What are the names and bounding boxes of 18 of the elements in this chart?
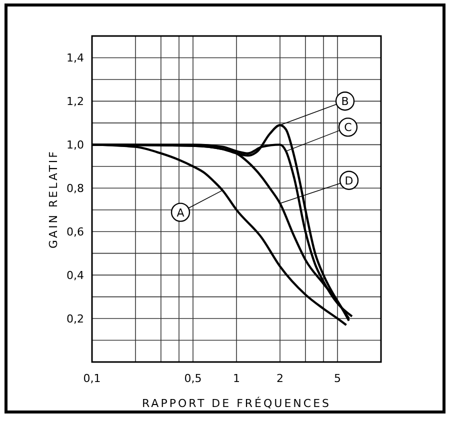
text: A [176,206,185,220]
y-axis-title: GAIN RELATIF [47,150,60,248]
y-tick-label: 1,0 [66,138,84,152]
x-tick-label: 0,1 [83,372,101,385]
text: D [344,174,354,188]
legend-label: C [344,121,352,134]
y-tick-label: 1,4 [66,52,84,65]
text: B [341,95,349,108]
x-tick-label: 1 [233,372,240,385]
x-tick-label: 5 [334,372,341,385]
x-tick-label: 0,5 [184,372,202,385]
x-axis-title: RAPPORT DE FRÉQUENCES [142,396,332,410]
x-tick-label: 2 [276,372,284,385]
y-tick-label: 0,2 [66,312,84,326]
y-tick-label: 0,8 [66,182,84,196]
y-tick-label: 0,6 [66,226,84,239]
y-tick-label: 1,2 [66,95,84,108]
y-tick-label: 0,4 [66,269,84,282]
